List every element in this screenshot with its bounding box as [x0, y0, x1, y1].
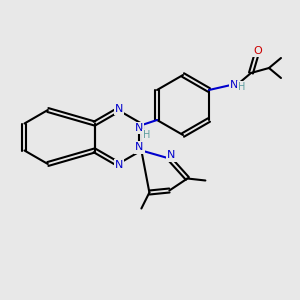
Text: H: H	[238, 82, 246, 92]
Text: H: H	[143, 130, 151, 140]
Text: N: N	[135, 123, 143, 133]
Text: N: N	[115, 104, 123, 114]
Text: O: O	[254, 46, 262, 56]
Text: N: N	[167, 151, 176, 160]
Text: N: N	[135, 142, 144, 152]
Text: N: N	[230, 80, 238, 90]
Text: N: N	[115, 160, 123, 170]
